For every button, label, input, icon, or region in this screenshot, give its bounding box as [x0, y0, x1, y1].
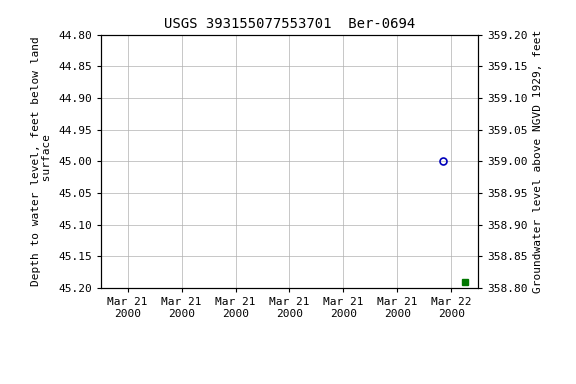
Y-axis label: Depth to water level, feet below land
 surface: Depth to water level, feet below land su…: [31, 36, 52, 286]
Title: USGS 393155077553701  Ber-0694: USGS 393155077553701 Ber-0694: [164, 17, 415, 31]
Y-axis label: Groundwater level above NGVD 1929, feet: Groundwater level above NGVD 1929, feet: [533, 30, 543, 293]
